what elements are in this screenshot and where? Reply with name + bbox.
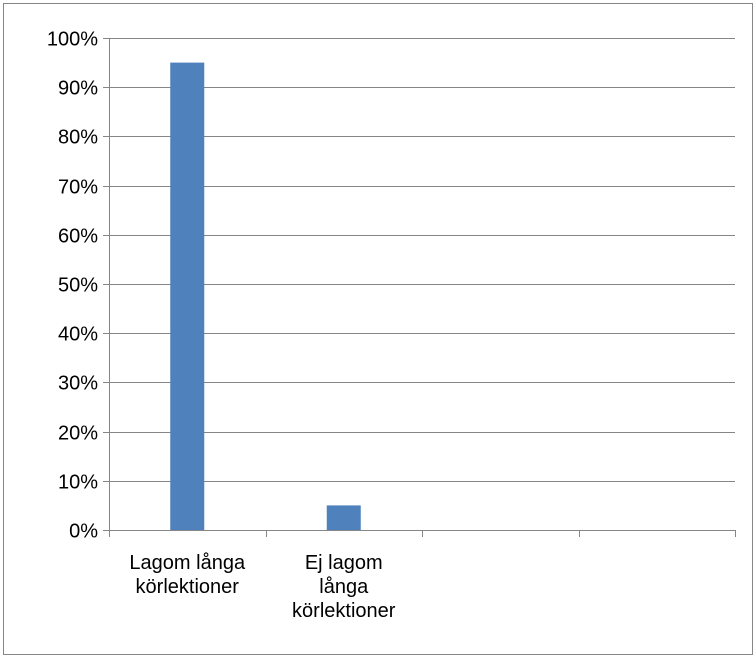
chart-frame xyxy=(3,3,753,655)
y-tick-label: 60% xyxy=(58,226,98,248)
y-tick-label: 100% xyxy=(47,29,98,51)
y-tick-label: 30% xyxy=(58,373,98,395)
y-tick-label: 10% xyxy=(58,472,98,494)
y-tick-label: 20% xyxy=(58,423,98,445)
x-tick-label: långa xyxy=(319,576,369,598)
y-tick-label: 80% xyxy=(58,127,98,149)
y-tick-label: 40% xyxy=(58,324,98,346)
x-tick-label: Lagom långa xyxy=(129,552,246,574)
tick-labels: 0% 10% 20% 30% 40% 50% 60% 70% 80% 90% 100% Lagom l… xyxy=(47,29,396,623)
bars xyxy=(170,62,361,530)
y-tick-label: 0% xyxy=(69,521,98,543)
x-tick-label: körlektioner xyxy=(136,576,240,598)
axes xyxy=(103,38,736,537)
bar xyxy=(170,62,205,530)
y-tick-label: 50% xyxy=(58,275,98,297)
gridlines xyxy=(109,38,735,482)
y-tick-label: 90% xyxy=(58,78,98,100)
x-tick-label: körlektioner xyxy=(292,600,396,622)
bar xyxy=(326,505,361,530)
x-tick-label: Ej lagom xyxy=(305,552,383,574)
y-tick-label: 70% xyxy=(58,177,98,199)
